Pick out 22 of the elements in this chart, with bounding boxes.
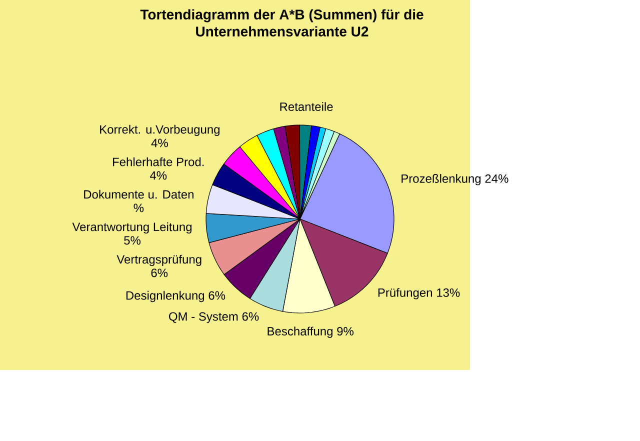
slice-label: Fehlerhafte Prod. <box>112 157 204 166</box>
slice-label: Verantwortung Leitung <box>72 222 192 234</box>
slice-label: Dokumente u. Daten <box>84 190 194 199</box>
data-label: 6% <box>242 312 259 321</box>
data-label: 5% <box>124 236 141 245</box>
slice-label: Beschaffung <box>268 326 332 338</box>
data-label: 24% <box>485 174 508 183</box>
data-label: 6% <box>151 268 168 278</box>
chart-title: Tortendiagramm der A*B (Summen) für die Unternehmensvariante U2 <box>140 9 424 36</box>
slice-label: Prüfungen <box>378 288 432 300</box>
data-label: 6% <box>208 291 226 300</box>
data-label: % <box>134 204 144 212</box>
slice-label: QM - System <box>169 312 238 324</box>
data-label: 9% <box>337 327 354 336</box>
slice-label: Retanteile <box>280 102 333 111</box>
data-label: 4% <box>151 138 168 148</box>
slice-label: Designlenkung <box>126 290 204 302</box>
slice-label: Korrekt. u.Vorbeugung <box>100 124 220 136</box>
data-label: 13% <box>437 288 460 297</box>
slice-label: Vertragsprüfung <box>116 254 202 266</box>
data-label: 4% <box>150 171 167 180</box>
slice-label: Prozeßlenkung <box>402 174 481 186</box>
